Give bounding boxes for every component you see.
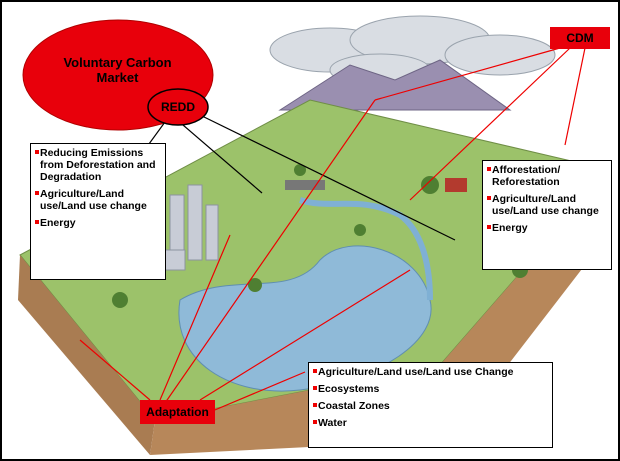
- diagram: Voluntary Carbon Market REDD CDM Adaptat…: [0, 0, 620, 461]
- bullet-item: Energy: [487, 222, 607, 234]
- adaptation-box: Agriculture/Land use/Land use Change Ecos…: [308, 362, 553, 448]
- bullet-item: Agriculture/Land use/Land use change: [487, 193, 607, 217]
- bullet-item: Water: [313, 417, 548, 429]
- bullet-item: Ecosystems: [313, 383, 548, 395]
- bullet-item: Energy: [35, 217, 161, 229]
- redd-label: REDD: [150, 96, 206, 118]
- cdm-box: Afforestation/ Reforestation Agriculture/…: [482, 160, 612, 270]
- bullet-item: Afforestation/ Reforestation: [487, 164, 607, 188]
- bullet-item: Coastal Zones: [313, 400, 548, 412]
- bullet-item: Reducing Emissions from Deforestation an…: [35, 147, 161, 183]
- adaptation-label: Adaptation: [140, 400, 215, 424]
- bullet-item: Agriculture/Land use/Land use change: [35, 188, 161, 212]
- cdm-label: CDM: [550, 27, 610, 49]
- voluntary-market-label: Voluntary Carbon Market: [55, 50, 180, 90]
- bullet-item: Agriculture/Land use/Land use Change: [313, 366, 548, 378]
- redd-box: Reducing Emissions from Deforestation an…: [30, 143, 166, 280]
